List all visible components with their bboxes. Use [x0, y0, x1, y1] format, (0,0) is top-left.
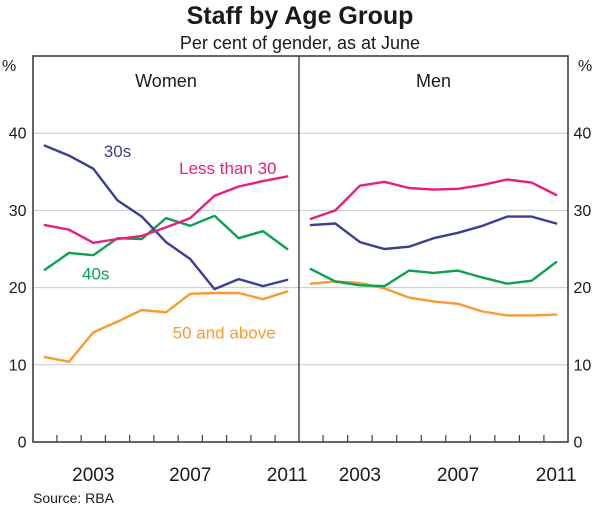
x-axis-label: 2011 — [267, 465, 308, 486]
x-axis-label: 2003 — [339, 465, 381, 486]
series-line-men-30s — [309, 215, 558, 251]
y-axis-label-left: 10 — [9, 357, 27, 374]
y-axis-label-right: 10 — [574, 357, 592, 374]
unit-label-left: % — [2, 58, 16, 75]
y-axis-label-right: 30 — [574, 203, 592, 220]
series-annotation-30s: 30s — [104, 142, 131, 161]
series-line-women-40s — [43, 214, 289, 271]
series-line-men-40s — [309, 260, 558, 288]
x-axis-label: 2003 — [72, 465, 114, 486]
unit-label-right: % — [578, 58, 592, 75]
y-axis-label-right: 0 — [574, 435, 583, 452]
series-line-men-less-than-30 — [309, 178, 558, 221]
series-line-women-less-than-30 — [43, 175, 289, 245]
series-line-men-50-and-above — [309, 280, 558, 317]
panel-label-men: Men — [416, 71, 451, 91]
x-axis-label: 2011 — [536, 465, 577, 486]
y-axis-label-right: 40 — [574, 126, 592, 143]
x-axis-label: 2007 — [169, 465, 211, 486]
chart-subtitle: Per cent of gender, as at June — [179, 33, 421, 53]
series-annotation-less-than-30: Less than 30 — [179, 159, 276, 178]
y-axis-label-left: 30 — [9, 203, 27, 220]
y-axis-label-left: 20 — [9, 280, 27, 297]
y-axis-label-right: 20 — [574, 280, 592, 297]
source-note: Source: RBA — [33, 490, 114, 506]
y-axis-label-left: 0 — [18, 435, 27, 452]
series-line-women-30s — [43, 144, 289, 291]
chart-title: Staff by Age Group — [186, 2, 414, 30]
x-axis-label: 2007 — [437, 465, 479, 486]
plot-frame — [32, 55, 569, 443]
series-line-women-50-and-above — [43, 290, 289, 363]
series-annotation-50-and-above: 50 and above — [173, 323, 276, 342]
y-axis-label-left: 40 — [9, 126, 27, 143]
series-annotation-40s: 40s — [82, 265, 109, 284]
panel-label-women: Women — [135, 71, 197, 91]
